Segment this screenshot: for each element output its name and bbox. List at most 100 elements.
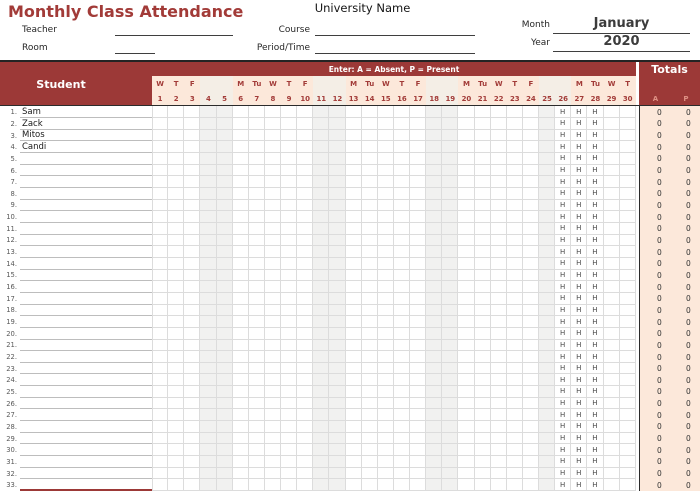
attendance-cell-day-10[interactable] [297,199,314,212]
attendance-cell-day-20[interactable] [458,444,475,457]
attendance-cell-day-16[interactable] [393,339,410,352]
attendance-cell-day-13[interactable] [345,281,362,293]
attendance-cell-day-10[interactable] [297,281,314,293]
attendance-cell-day-4[interactable] [200,432,217,445]
student-name-cell[interactable] [20,444,152,457]
present-total-cell[interactable]: 0 [670,129,700,142]
attendance-cell-day-29[interactable] [603,479,620,491]
attendance-cell-day-10[interactable] [297,444,314,457]
attendance-cell-day-6[interactable] [232,362,249,375]
absent-total-cell[interactable]: 0 [638,269,671,282]
attendance-cell-day-12[interactable] [329,432,346,445]
attendance-cell-day-21[interactable] [474,327,491,340]
attendance-cell-day-29[interactable] [603,257,620,270]
attendance-cell-day-3[interactable] [184,351,201,363]
attendance-cell-day-17[interactable] [410,129,427,142]
attendance-cell-day-29[interactable] [603,187,620,200]
attendance-cell-day-18[interactable] [426,339,443,352]
attendance-cell-day-20[interactable] [458,129,475,142]
attendance-cell-day-8[interactable] [264,397,281,410]
attendance-cell-day-27[interactable]: H [571,211,588,223]
attendance-cell-day-12[interactable] [329,129,346,142]
attendance-cell-day-21[interactable] [474,421,491,433]
attendance-cell-day-14[interactable] [361,316,378,328]
attendance-cell-day-11[interactable] [313,327,330,340]
attendance-cell-day-9[interactable] [281,281,298,293]
student-name-cell[interactable] [20,433,152,445]
attendance-cell-day-23[interactable] [506,327,523,340]
attendance-cell-day-10[interactable] [297,304,314,317]
attendance-cell-day-28[interactable]: H [587,432,604,445]
attendance-cell-day-1[interactable] [152,444,169,457]
absent-total-cell[interactable]: 0 [638,164,671,177]
attendance-cell-day-1[interactable] [152,386,169,398]
attendance-cell-day-30[interactable] [619,304,636,317]
attendance-cell-day-25[interactable] [539,269,556,282]
attendance-cell-day-15[interactable] [377,304,394,317]
attendance-cell-day-17[interactable] [410,106,427,119]
absent-total-cell[interactable]: 0 [638,444,671,457]
attendance-cell-day-8[interactable] [264,327,281,340]
attendance-cell-day-24[interactable] [522,187,539,200]
attendance-cell-day-20[interactable] [458,339,475,352]
attendance-cell-day-6[interactable] [232,281,249,293]
attendance-cell-day-23[interactable] [506,456,523,468]
attendance-cell-day-12[interactable] [329,164,346,177]
attendance-cell-day-9[interactable] [281,316,298,328]
attendance-cell-day-29[interactable] [603,362,620,375]
attendance-cell-day-13[interactable] [345,269,362,282]
attendance-cell-day-19[interactable] [442,199,459,212]
absent-total-cell[interactable]: 0 [638,421,671,433]
attendance-cell-day-12[interactable] [329,467,346,480]
attendance-cell-day-1[interactable] [152,281,169,293]
attendance-cell-day-27[interactable]: H [571,176,588,188]
attendance-cell-day-30[interactable] [619,211,636,223]
attendance-cell-day-5[interactable] [216,153,233,165]
student-name-cell[interactable] [20,421,152,433]
attendance-cell-day-10[interactable] [297,409,314,422]
attendance-cell-day-22[interactable] [490,444,507,457]
attendance-cell-day-15[interactable] [377,316,394,328]
attendance-cell-day-11[interactable] [313,316,330,328]
attendance-cell-day-10[interactable] [297,118,314,130]
attendance-cell-day-19[interactable] [442,292,459,305]
attendance-cell-day-16[interactable] [393,409,410,422]
present-total-cell[interactable]: 0 [670,479,700,491]
student-name-cell[interactable] [20,246,152,258]
attendance-cell-day-19[interactable] [442,339,459,352]
attendance-cell-day-4[interactable] [200,141,217,154]
attendance-cell-day-23[interactable] [506,129,523,142]
attendance-cell-day-3[interactable] [184,129,201,142]
attendance-cell-day-5[interactable] [216,351,233,363]
attendance-cell-day-24[interactable] [522,386,539,398]
attendance-cell-day-9[interactable] [281,153,298,165]
attendance-cell-day-16[interactable] [393,141,410,154]
attendance-cell-day-13[interactable] [345,199,362,212]
attendance-cell-day-5[interactable] [216,211,233,223]
attendance-cell-day-11[interactable] [313,351,330,363]
attendance-cell-day-16[interactable] [393,444,410,457]
attendance-cell-day-28[interactable]: H [587,316,604,328]
attendance-cell-day-27[interactable]: H [571,234,588,247]
attendance-cell-day-7[interactable] [248,153,265,165]
attendance-cell-day-16[interactable] [393,304,410,317]
attendance-cell-day-20[interactable] [458,374,475,387]
attendance-cell-day-5[interactable] [216,246,233,258]
attendance-cell-day-17[interactable] [410,409,427,422]
attendance-cell-day-24[interactable] [522,351,539,363]
present-total-cell[interactable]: 0 [670,246,700,258]
attendance-cell-day-12[interactable] [329,199,346,212]
attendance-cell-day-21[interactable] [474,304,491,317]
present-total-cell[interactable]: 0 [670,164,700,177]
attendance-cell-day-24[interactable] [522,269,539,282]
attendance-cell-day-1[interactable] [152,222,169,235]
attendance-cell-day-5[interactable] [216,339,233,352]
absent-total-cell[interactable]: 0 [638,118,671,130]
attendance-cell-day-6[interactable] [232,432,249,445]
attendance-cell-day-10[interactable] [297,316,314,328]
attendance-cell-day-29[interactable] [603,444,620,457]
attendance-cell-day-16[interactable] [393,467,410,480]
attendance-cell-day-25[interactable] [539,246,556,258]
attendance-cell-day-2[interactable] [168,362,185,375]
attendance-cell-day-18[interactable] [426,118,443,130]
